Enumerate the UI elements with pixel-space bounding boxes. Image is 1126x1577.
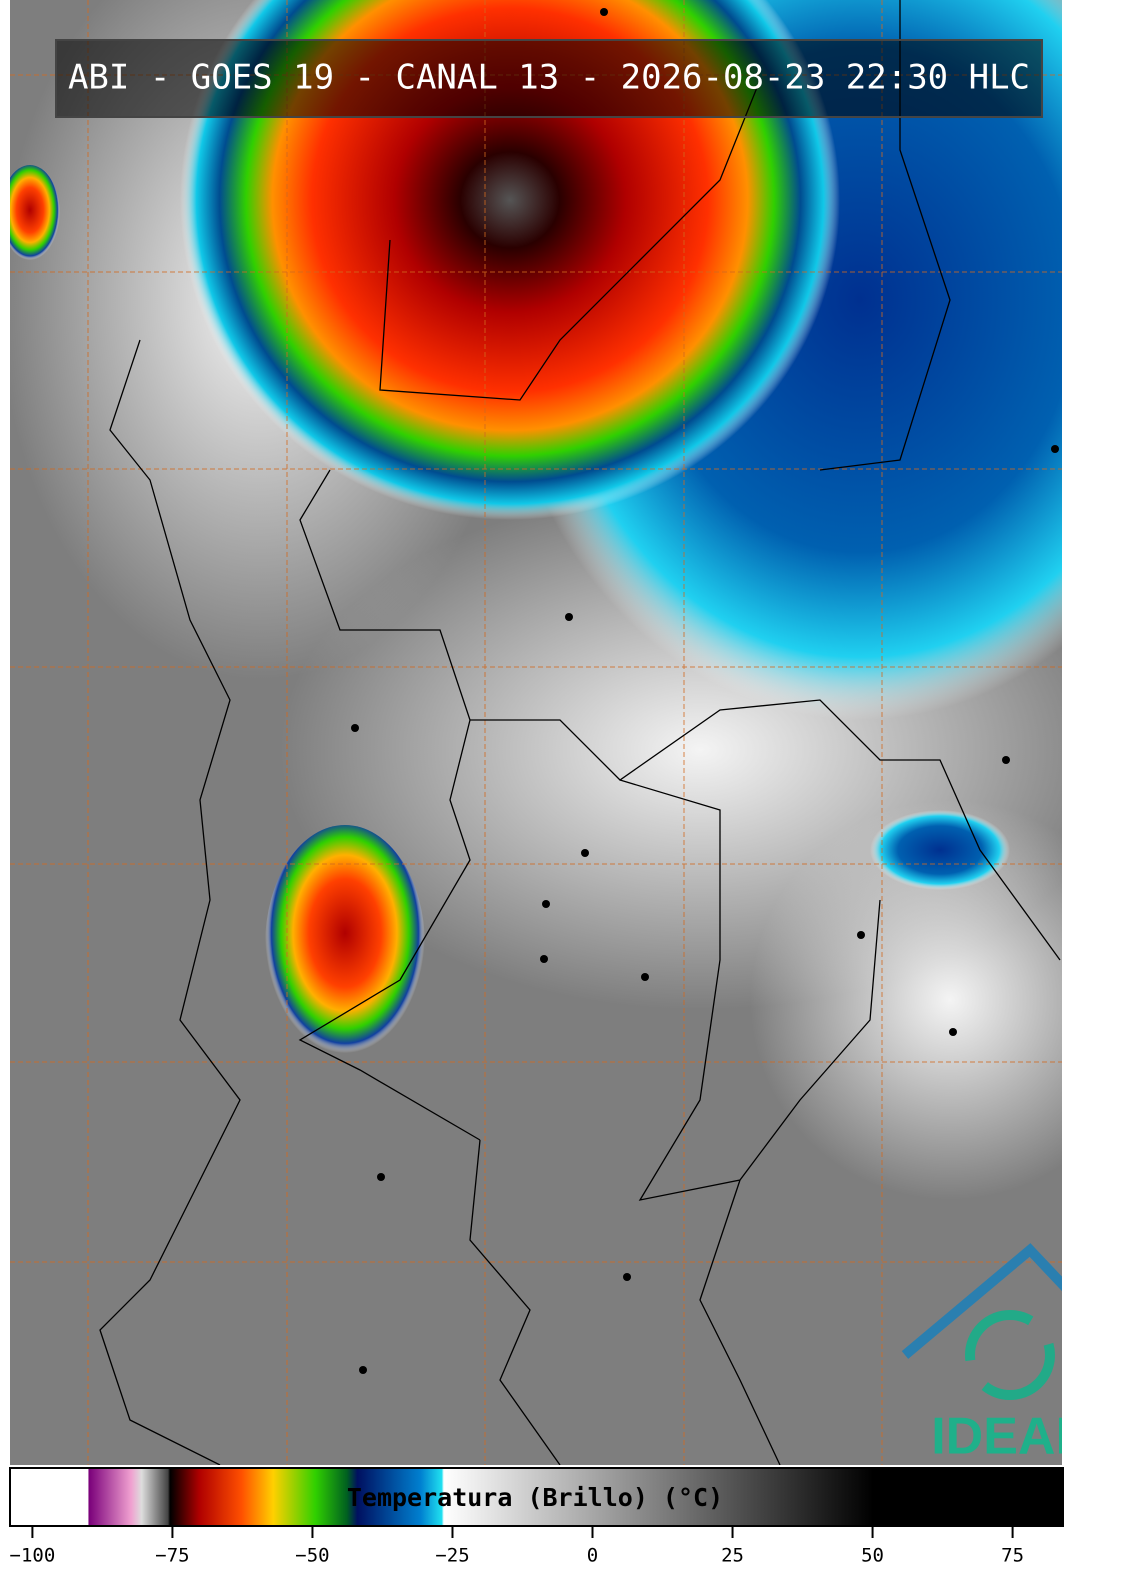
storm-cell: [10, 165, 60, 265]
borders: [99, 0, 1061, 1465]
title: ABI - GOES 19 - CANAL 13 - 2026-08-23 22…: [68, 58, 1030, 98]
cities: [351, 8, 1059, 1374]
logo-roof: [901, 1243, 1062, 1359]
title-box: [55, 39, 1043, 118]
logo-text: IDEAM: [931, 1408, 1099, 1466]
cold-cloud: [870, 810, 1010, 890]
colorbar-axis: −100 −75 −50 −25 0 25 50 75: [10, 1527, 1024, 1567]
tick-label: 25: [721, 1545, 744, 1567]
storm-cell: [265, 825, 425, 1065]
tick-label: −75: [155, 1545, 189, 1567]
grid: [10, 0, 1062, 1465]
tick-label: 75: [1001, 1545, 1024, 1567]
tick-label: −25: [435, 1545, 469, 1567]
tick-label: 50: [861, 1545, 884, 1567]
storm-system: [180, 0, 840, 520]
map: ABI - GOES 19 - CANAL 13 - 2026-08-23 22…: [10, 0, 1099, 1466]
tick-label: 0: [587, 1545, 598, 1567]
tick-label: −50: [295, 1545, 329, 1567]
logo-swirl: [965, 1310, 1055, 1400]
colorbar-label: Temperatura (Brillo) (°C): [347, 1483, 723, 1512]
cloud: [750, 800, 1062, 1200]
tick-label: −100: [10, 1545, 56, 1567]
colorbar: [9, 1467, 1064, 1527]
